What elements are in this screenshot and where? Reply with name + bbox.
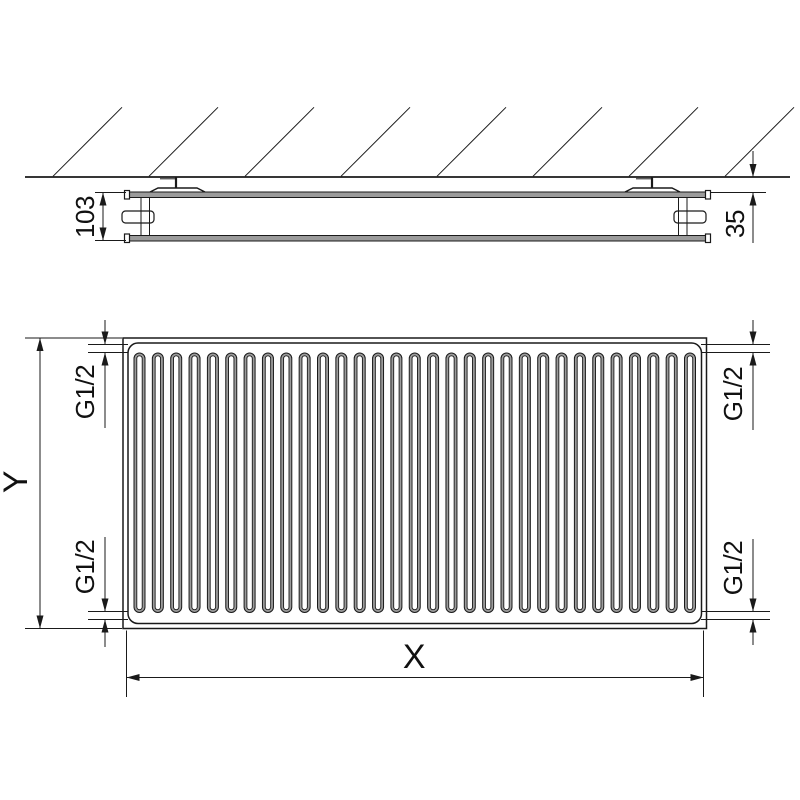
channel-slot-inner (228, 355, 235, 611)
channel-slot-inner (576, 355, 584, 611)
bracket-clip (624, 187, 681, 193)
hatch-line (436, 106, 507, 177)
channel-slot-inner (173, 355, 180, 611)
connection-stub-top-right (701, 344, 770, 353)
height-dimension-label: Y (0, 471, 35, 493)
channel-slot-inner (319, 355, 327, 611)
wall-distance-label: 35 (720, 210, 750, 238)
channel-slot-inner (429, 355, 437, 611)
hatch-line (148, 106, 219, 177)
thread-label: G1/2 (70, 540, 100, 594)
channel-slot-inner (301, 355, 308, 611)
connection-stub-bottom-right (701, 611, 770, 620)
channel-slot-inner (283, 355, 290, 611)
dimension-thread-bottom-right: G1/2 (718, 539, 757, 645)
hatch-line (52, 106, 123, 177)
convector-channels (133, 352, 696, 613)
channel-slot-inner (558, 355, 565, 611)
dimension-width: X (126, 630, 704, 697)
channel-slot-inner (540, 355, 547, 611)
hatch-line (628, 106, 699, 177)
mounting-bracket-right (624, 177, 681, 193)
dimension-wall-distance: 35 (710, 151, 766, 243)
channel-slot-inner (338, 355, 345, 611)
channel-slot-inner (393, 355, 400, 611)
hatch-line (724, 106, 795, 177)
channel-slot-inner (668, 355, 675, 611)
side-view: 103 35 (25, 106, 795, 244)
channel-slot-inner (613, 355, 620, 611)
channel-slot-inner (595, 355, 602, 611)
panel-end-cap (123, 233, 131, 244)
wall-hatching (52, 106, 795, 177)
back-panel-bar (127, 191, 708, 198)
connection-stub-top-left (88, 344, 128, 353)
channel-slot-inner (466, 355, 473, 611)
side-plug-right (673, 210, 707, 224)
thread-label: G1/2 (70, 365, 100, 419)
channel-slot-inner (191, 355, 198, 611)
channel-slot-inner (246, 355, 253, 611)
channel-slot-inner (686, 355, 694, 611)
dimension-thread-bottom-left: G1/2 (70, 537, 109, 647)
channel-slot-inner (650, 355, 657, 611)
channel-slot-inner (503, 355, 510, 611)
dimension-depth: 103 (70, 192, 126, 241)
front-view: Y G1/2 G1/2 G1/2 G1/2 (0, 320, 770, 697)
channel-slot-inner (374, 355, 382, 611)
channel-slot-inner (485, 355, 492, 611)
radiator-side-profile (121, 189, 712, 244)
front-panel-bar (127, 235, 708, 242)
hatch-line (532, 106, 603, 177)
panel-end-cap (704, 233, 712, 244)
bracket-clip (149, 187, 206, 193)
connection-stub-bottom-left (88, 611, 128, 620)
depth-dimension-label: 103 (70, 196, 100, 238)
channel-slot-inner (521, 355, 529, 611)
dimension-thread-top-right: G1/2 (718, 320, 757, 430)
panel-end-cap (123, 189, 131, 200)
thread-label: G1/2 (718, 367, 748, 421)
channel-slot-inner (448, 355, 455, 611)
channel-slot-inner (154, 355, 161, 611)
panel-end-cap (704, 189, 712, 200)
side-plug-left (121, 210, 155, 224)
dimension-height: Y (0, 337, 122, 629)
thread-label: G1/2 (718, 541, 748, 595)
hatch-line (244, 106, 315, 177)
hatch-line (340, 106, 411, 177)
channel-slot-inner (631, 355, 639, 611)
dimension-thread-top-left: G1/2 (70, 320, 109, 428)
width-dimension-label: X (403, 638, 425, 676)
mounting-bracket-left (149, 177, 206, 193)
channel-slot-inner (411, 355, 418, 611)
channel-slot-inner (136, 355, 143, 611)
channel-slot-inner (356, 355, 363, 611)
channel-slot-inner (209, 355, 217, 611)
channel-slot-inner (264, 355, 272, 611)
